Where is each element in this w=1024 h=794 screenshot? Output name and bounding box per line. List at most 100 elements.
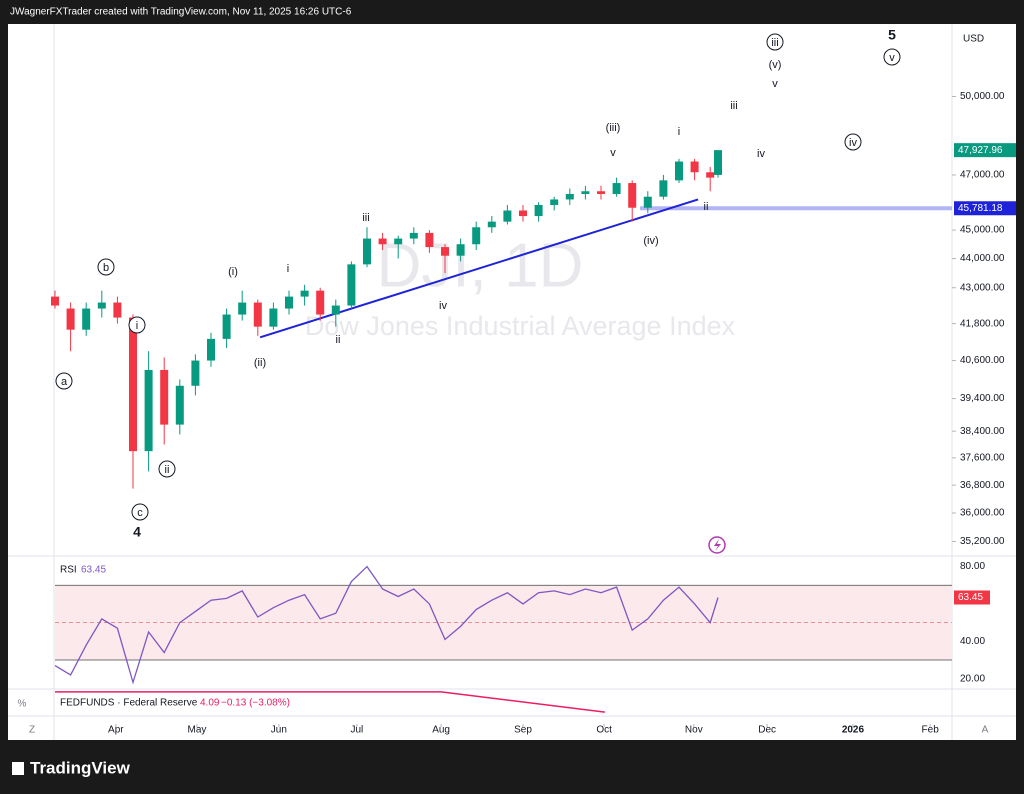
candle-body xyxy=(51,296,59,306)
candle-body xyxy=(394,238,403,245)
y-tick-label: 37,600.00 xyxy=(960,453,1005,464)
wave-label: (i) xyxy=(228,266,238,278)
candle-body xyxy=(363,238,371,265)
y-tick-label: 36,000.00 xyxy=(960,508,1005,519)
logo-icon xyxy=(714,539,721,551)
candle-body xyxy=(331,305,340,315)
candle-body xyxy=(659,180,668,197)
watermark-subtitle: Dow Jones Industrial Average Index xyxy=(305,311,736,341)
fed-last: 4.09 xyxy=(200,698,220,709)
rsi-line xyxy=(54,565,719,685)
candle-body xyxy=(425,232,434,248)
fed-line xyxy=(55,691,605,713)
candle-body xyxy=(144,369,153,452)
fed-change: −0.13 (−3.08%) xyxy=(221,698,290,709)
wave-label: iii xyxy=(771,37,778,49)
candle-body xyxy=(113,302,122,318)
wave-circle xyxy=(766,33,784,51)
corner-label[interactable]: A xyxy=(982,725,989,736)
wave-label: (iii) xyxy=(606,122,621,134)
rsi-name: RSI xyxy=(60,565,77,576)
rsi-tag xyxy=(954,590,990,605)
rsi-tick-label: 20.00 xyxy=(960,673,985,684)
wave-label: a xyxy=(61,376,68,388)
rsi-tick-label: 80.00 xyxy=(960,561,985,572)
wave-label: b xyxy=(103,262,109,274)
candle-body xyxy=(378,238,387,245)
x-tick-label: 2026 xyxy=(842,725,865,736)
y-tick-label: 35,200.00 xyxy=(960,536,1005,547)
wave-label: ii xyxy=(165,464,170,476)
wave-label: iii xyxy=(730,100,737,112)
x-tick-label: Oct xyxy=(596,725,612,736)
candle-body xyxy=(269,308,278,327)
y-tick-label: 38,400.00 xyxy=(960,426,1005,437)
wave-label: iv xyxy=(849,137,857,149)
candle-body xyxy=(222,314,231,339)
candle-body xyxy=(487,221,496,228)
candle-body xyxy=(191,360,200,386)
wave-label: i xyxy=(287,263,289,275)
wave-label: iv xyxy=(439,300,447,312)
x-tick-label: Jun xyxy=(271,725,287,736)
brand-logo xyxy=(12,762,24,775)
last-price-label: 47,927.96 xyxy=(958,145,1003,156)
x-tick-label: May xyxy=(188,725,207,736)
level-label: 45,781.18 xyxy=(958,203,1003,214)
rsi-tick-label: 40.00 xyxy=(960,636,985,647)
wave-circle xyxy=(844,133,862,151)
candle-body xyxy=(175,385,184,425)
wave-label: c xyxy=(137,507,143,519)
rsi-tag-label: 63.45 xyxy=(958,592,983,603)
candle-body xyxy=(534,204,543,217)
y-tick-label: 41,800.00 xyxy=(960,318,1005,329)
wave-label: iii xyxy=(362,212,369,224)
candle-body xyxy=(409,232,418,239)
level-tag xyxy=(954,201,1016,216)
wave-label: (iv) xyxy=(643,235,658,247)
candle-body xyxy=(714,150,722,175)
x-tick-label: Jul xyxy=(350,725,363,736)
candle-body xyxy=(238,302,247,315)
candle-body xyxy=(207,338,215,361)
wave-label: 4 xyxy=(133,524,141,540)
x-tick-label: Apr xyxy=(108,725,124,736)
logo-icon xyxy=(708,536,726,554)
y-tick-label: 45,000.00 xyxy=(960,225,1005,236)
wave-label: iv xyxy=(757,148,765,160)
candle-body xyxy=(300,290,309,297)
candle-body xyxy=(519,210,527,217)
wave-circle xyxy=(883,48,901,66)
candle-body xyxy=(472,227,481,245)
rsi-value: 63.45 xyxy=(81,565,106,576)
candle-body xyxy=(643,196,652,208)
y-tick-label: 36,800.00 xyxy=(960,480,1005,491)
candle-body xyxy=(503,210,512,222)
x-tick-label: Dec xyxy=(758,725,776,736)
candle-body xyxy=(581,191,590,194)
y-tick-label: 47,000.00 xyxy=(960,170,1005,181)
y-tick-label: 43,000.00 xyxy=(960,282,1005,293)
wave-label: ii xyxy=(336,334,341,346)
candle-body xyxy=(550,199,559,205)
candle-body xyxy=(285,296,293,309)
wave-label: v xyxy=(610,147,616,159)
y-tick-label: 44,000.00 xyxy=(960,253,1005,264)
candle-body xyxy=(97,302,106,309)
candle-body xyxy=(628,183,637,208)
x-tick-label: Sep xyxy=(514,725,532,736)
corner-label[interactable]: Z xyxy=(29,725,35,736)
y-tick-label: 39,400.00 xyxy=(960,393,1005,404)
x-tick-label: Aug xyxy=(432,725,450,736)
wave-circle xyxy=(128,316,146,334)
fed-name: FEDFUNDS · Federal Reserve xyxy=(60,698,198,709)
wave-label: i xyxy=(678,126,680,138)
brand: TradingView xyxy=(30,758,131,777)
wave-label: (v) xyxy=(769,59,782,71)
y-tick-label: 40,600.00 xyxy=(960,355,1005,366)
corner-label[interactable]: % xyxy=(18,699,27,710)
x-tick-label: Nov xyxy=(685,725,703,736)
wave-label: 5 xyxy=(888,27,896,43)
wave-circle xyxy=(97,258,115,276)
wave-circle xyxy=(55,372,73,390)
